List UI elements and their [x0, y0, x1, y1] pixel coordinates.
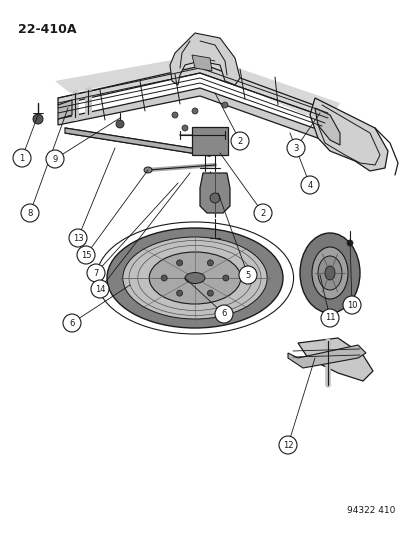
Ellipse shape	[299, 233, 359, 313]
Circle shape	[209, 193, 219, 203]
Polygon shape	[309, 98, 387, 171]
Circle shape	[346, 240, 352, 246]
Ellipse shape	[185, 272, 204, 284]
Text: 1: 1	[19, 154, 24, 163]
Circle shape	[238, 266, 256, 284]
Circle shape	[91, 280, 109, 298]
Polygon shape	[314, 108, 339, 145]
Ellipse shape	[144, 167, 152, 173]
Ellipse shape	[149, 252, 240, 304]
Circle shape	[286, 139, 304, 157]
Ellipse shape	[123, 237, 266, 319]
Polygon shape	[65, 128, 209, 156]
Text: 13: 13	[73, 233, 83, 243]
Circle shape	[176, 260, 182, 266]
Circle shape	[21, 204, 39, 222]
Text: 5: 5	[245, 271, 250, 279]
Circle shape	[214, 305, 233, 323]
Text: 6: 6	[69, 319, 74, 327]
Text: 15: 15	[81, 251, 91, 260]
Ellipse shape	[317, 256, 341, 290]
Ellipse shape	[324, 266, 334, 280]
Text: 22-410A: 22-410A	[18, 23, 76, 36]
Polygon shape	[58, 100, 72, 119]
Circle shape	[87, 264, 105, 282]
Circle shape	[320, 309, 338, 327]
Circle shape	[254, 204, 271, 222]
Text: 7: 7	[93, 269, 98, 278]
Text: 4: 4	[306, 181, 312, 190]
Text: 2: 2	[260, 208, 265, 217]
Circle shape	[171, 112, 178, 118]
Polygon shape	[297, 338, 372, 381]
Circle shape	[207, 290, 213, 296]
Polygon shape	[287, 345, 365, 368]
Text: 9: 9	[52, 155, 57, 164]
Circle shape	[342, 296, 360, 314]
Circle shape	[77, 246, 95, 264]
Circle shape	[182, 125, 188, 131]
Circle shape	[176, 290, 182, 296]
Text: 10: 10	[346, 301, 356, 310]
Circle shape	[222, 275, 228, 281]
Circle shape	[221, 102, 228, 108]
Polygon shape	[199, 173, 230, 213]
Circle shape	[207, 260, 213, 266]
Circle shape	[13, 149, 31, 167]
Ellipse shape	[311, 247, 347, 299]
Circle shape	[161, 275, 167, 281]
Polygon shape	[55, 55, 339, 115]
Circle shape	[230, 132, 248, 150]
Circle shape	[192, 108, 197, 114]
Text: 6: 6	[221, 310, 226, 319]
Polygon shape	[170, 33, 240, 85]
Text: 12: 12	[282, 440, 292, 449]
Circle shape	[63, 314, 81, 332]
Circle shape	[278, 436, 296, 454]
Ellipse shape	[107, 228, 282, 328]
Text: 2: 2	[237, 136, 242, 146]
Text: 94322 410: 94322 410	[346, 506, 394, 515]
Text: 14: 14	[95, 285, 105, 294]
Circle shape	[116, 120, 124, 128]
Polygon shape	[58, 88, 327, 141]
FancyBboxPatch shape	[192, 127, 228, 155]
Text: 3: 3	[292, 143, 298, 152]
Circle shape	[33, 114, 43, 124]
Text: 11: 11	[324, 313, 335, 322]
Polygon shape	[192, 55, 211, 71]
Polygon shape	[58, 65, 329, 118]
Text: 8: 8	[27, 208, 33, 217]
Circle shape	[69, 229, 87, 247]
Circle shape	[46, 150, 64, 168]
Circle shape	[300, 176, 318, 194]
